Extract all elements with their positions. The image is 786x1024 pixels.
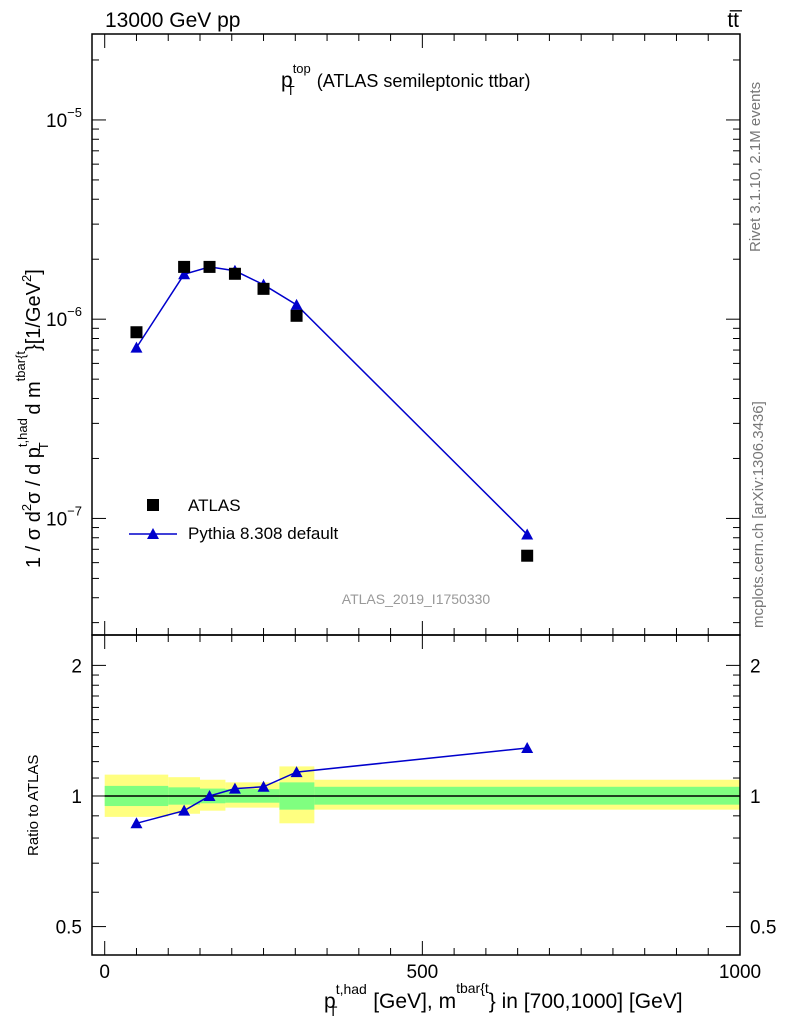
title-text: (ATLAS semileptonic ttbar) xyxy=(317,71,531,91)
ratio-y-label: Ratio to ATLAS xyxy=(25,755,42,856)
atlas-point xyxy=(257,282,270,295)
main-y-label: 1 / σ d2σ / d pt,had T d mtbar{t}[1/GeV2] xyxy=(13,269,51,568)
ratio-frame xyxy=(91,634,741,956)
legend-pythia-marker xyxy=(147,528,159,539)
ratio-y-tick-label-right: 2 xyxy=(750,656,761,677)
pythia-point xyxy=(290,298,303,310)
ratio-pythia-point xyxy=(178,804,191,816)
title-sup: top xyxy=(293,61,311,76)
main-frame xyxy=(91,33,741,636)
energy-label: 13000 GeV pp xyxy=(105,9,240,32)
ratio-y-tick-label-right: 1 xyxy=(750,787,761,808)
legend-pythia-label: Pythia 8.308 default xyxy=(188,524,339,543)
atlas-point xyxy=(203,260,216,273)
x-axis-label: pt,had T [GeV], mtbar{t} in [700,1000] [G… xyxy=(324,980,683,1019)
atlas-point xyxy=(130,326,143,339)
pythia-point xyxy=(178,268,191,280)
ratio-y-tick-labels: 2 2 1 1 0.5 0.5 xyxy=(56,656,777,938)
legend: ATLAS Pythia 8.308 default xyxy=(129,496,339,543)
atlas-point xyxy=(290,309,303,322)
main-title: ptop T (ATLAS semileptonic ttbar) xyxy=(281,61,530,98)
atlas-point xyxy=(228,267,241,280)
ratio-pythia-point xyxy=(130,817,143,829)
main-y-tick-label: 10−6 xyxy=(46,304,82,331)
x-tick-label: 1000 xyxy=(719,962,761,983)
ratio-pythia-point xyxy=(228,782,241,794)
main-series xyxy=(130,260,534,562)
main-y-tick-labels: 10−5 10−6 10−7 xyxy=(46,105,82,530)
ratio-pythia-point xyxy=(203,789,216,801)
title-sub: T xyxy=(287,83,295,98)
ratio-y-tick-label-right: 0.5 xyxy=(750,918,776,939)
analysis-watermark: ATLAS_2019_I1750330 xyxy=(342,591,491,607)
main-y-tick-label: 10−5 xyxy=(46,105,82,132)
x-tick-label: 500 xyxy=(407,962,439,983)
ratio-panel: 2 2 1 1 0.5 0.5 0 500 1000 Ratio to ATLAS pt,ha… xyxy=(25,634,777,1019)
mcplots-label: mcplots.cern.ch [arXiv:1306.3436] xyxy=(750,401,767,628)
ratio-axis-ticks xyxy=(92,635,741,955)
pythia-point xyxy=(521,528,534,540)
pythia-point xyxy=(130,341,143,353)
ratio-pythia-point xyxy=(521,742,534,754)
ratio-uncertainty-bands xyxy=(104,766,740,824)
title-p: p xyxy=(281,69,293,92)
legend-atlas-label: ATLAS xyxy=(188,496,241,515)
main-axis-ticks xyxy=(92,34,741,635)
ratio-y-tick-label: 2 xyxy=(71,656,82,677)
legend-atlas-marker xyxy=(147,499,159,511)
ratio-y-tick-label: 0.5 xyxy=(56,918,82,939)
atlas-point xyxy=(521,549,534,562)
ratio-x-tick-labels: 0 500 1000 xyxy=(99,962,761,983)
rivet-label: Rivet 3.1.10, 2.1M events xyxy=(747,82,764,252)
ratio-y-tick-label: 1 xyxy=(71,787,82,808)
pythia-line xyxy=(135,266,528,536)
x-tick-label: 0 xyxy=(99,962,110,983)
process-label: tt̅ xyxy=(727,9,743,32)
ratio-pythia-point xyxy=(257,780,270,792)
main-panel: 10−5 10−6 10−7 ptop T (ATLAS semileptonic tt… xyxy=(13,33,741,636)
atlas-point xyxy=(178,260,191,273)
ratio-series xyxy=(130,742,534,829)
main-y-tick-label: 10−7 xyxy=(46,503,82,530)
ratio-pythia-point xyxy=(290,766,303,778)
